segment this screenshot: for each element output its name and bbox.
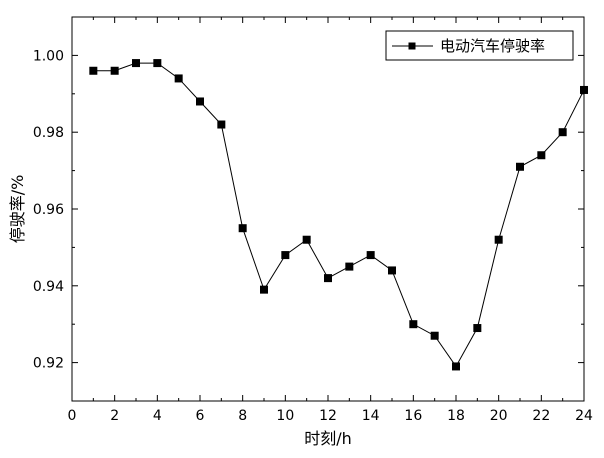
legend-marker-sample <box>408 42 416 50</box>
y-tick-label: 0.98 <box>33 125 64 141</box>
x-tick-label: 18 <box>447 408 465 424</box>
data-point <box>345 262 354 271</box>
data-point <box>196 97 204 106</box>
series-line <box>93 62 585 368</box>
x-tick-label: 4 <box>153 408 162 424</box>
legend: 电动汽车停驶率 <box>385 30 574 61</box>
data-point <box>516 162 524 171</box>
data-point <box>89 66 98 75</box>
y-axis-title: 停驶率/% <box>8 175 27 244</box>
y-tick-label: 0.92 <box>33 356 64 372</box>
series-markers <box>89 59 588 371</box>
data-point <box>452 362 460 371</box>
data-point <box>558 128 567 137</box>
data-point <box>174 74 183 83</box>
legend-label: 电动汽车停驶率 <box>440 37 545 55</box>
x-tick-label: 8 <box>238 408 247 424</box>
x-tick-label: 2 <box>110 408 119 424</box>
x-tick-label: 0 <box>68 408 77 424</box>
data-point <box>366 251 375 260</box>
x-tick-label: 12 <box>319 408 337 424</box>
x-tick-label: 16 <box>404 408 422 424</box>
y-tick-label: 1.00 <box>33 48 64 64</box>
data-point <box>238 224 247 233</box>
data-point <box>281 251 290 260</box>
data-point <box>132 59 140 68</box>
data-point <box>110 66 119 75</box>
x-tick-label: 10 <box>276 408 294 424</box>
data-point <box>260 285 268 294</box>
tick-labels: 0 2 4 6 8 10 12 14 16 18 20 22 240.920.940.960.981.0… <box>33 48 593 424</box>
data-point <box>324 274 332 283</box>
data-point <box>537 151 546 160</box>
y-tick-label: 0.96 <box>33 202 64 218</box>
data-point <box>153 59 162 68</box>
x-tick-label: 6 <box>196 408 205 424</box>
data-point <box>388 266 396 275</box>
x-tick-label: 20 <box>490 408 508 424</box>
x-tick-label: 14 <box>362 408 380 424</box>
data-point <box>580 85 588 94</box>
x-tick-label: 24 <box>575 408 593 424</box>
data-point <box>217 120 226 129</box>
data-point <box>409 320 418 329</box>
axis-ticks <box>71 16 585 402</box>
x-axis-title: 时刻/h <box>304 429 352 448</box>
data-point <box>494 235 503 244</box>
y-tick-label: 0.94 <box>33 279 64 295</box>
data-point <box>473 324 482 333</box>
data-point <box>302 235 311 244</box>
x-tick-label: 22 <box>532 408 550 424</box>
data-point <box>430 331 439 340</box>
